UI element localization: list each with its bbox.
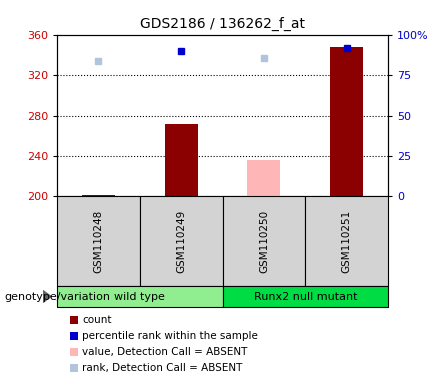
- Bar: [165, 124, 198, 196]
- Title: GDS2186 / 136262_f_at: GDS2186 / 136262_f_at: [140, 17, 305, 31]
- Bar: [57, 196, 140, 286]
- Text: count: count: [82, 315, 111, 325]
- Bar: [57, 286, 222, 307]
- Bar: [222, 286, 388, 307]
- Text: GSM110251: GSM110251: [341, 209, 352, 273]
- Text: wild type: wild type: [114, 291, 165, 301]
- Text: genotype/variation: genotype/variation: [4, 291, 111, 301]
- Bar: [305, 196, 388, 286]
- Bar: [330, 47, 363, 196]
- Bar: [247, 160, 280, 196]
- Text: GSM110250: GSM110250: [259, 209, 269, 273]
- Text: value, Detection Call = ABSENT: value, Detection Call = ABSENT: [82, 347, 247, 357]
- Text: rank, Detection Call = ABSENT: rank, Detection Call = ABSENT: [82, 363, 243, 373]
- Text: percentile rank within the sample: percentile rank within the sample: [82, 331, 258, 341]
- Text: GSM110248: GSM110248: [93, 209, 103, 273]
- Bar: [140, 196, 222, 286]
- Bar: [82, 195, 115, 196]
- Bar: [222, 196, 305, 286]
- Polygon shape: [43, 290, 52, 303]
- Text: GSM110249: GSM110249: [176, 209, 186, 273]
- Text: Runx2 null mutant: Runx2 null mutant: [254, 291, 357, 301]
